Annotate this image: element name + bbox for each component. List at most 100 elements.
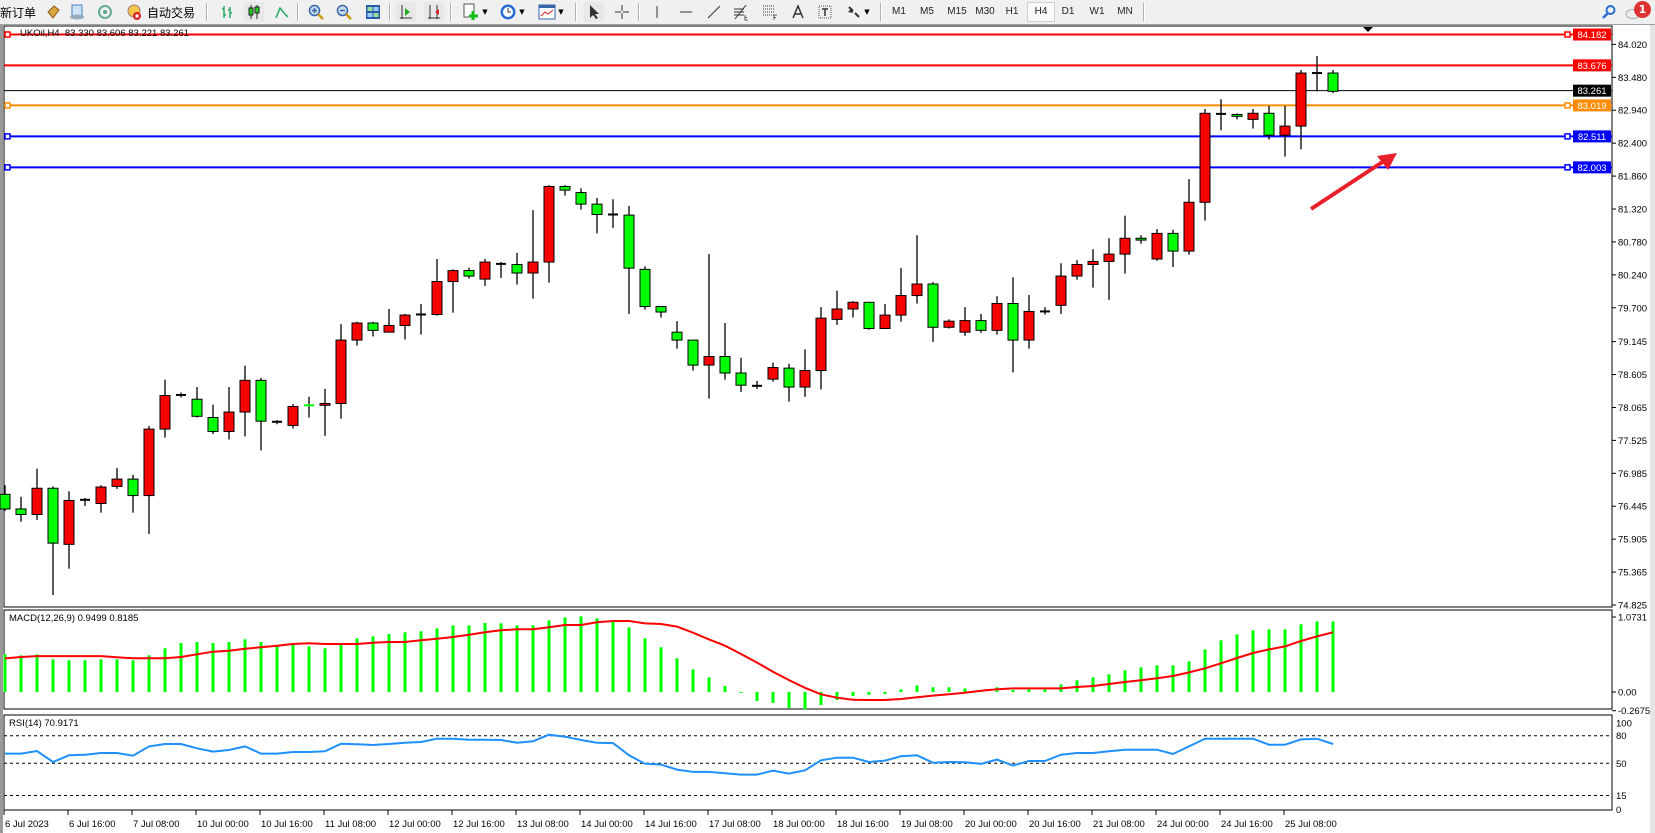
templates-icon[interactable]: ▼ [535,2,567,22]
macd-histogram-bar [611,621,615,692]
arrows-icon[interactable]: ▼ [843,2,873,22]
timeframe-m30[interactable]: M30 [975,6,995,17]
timeframe-mn[interactable]: MN [1117,6,1133,17]
timeframe-d1[interactable]: D1 [1061,6,1075,17]
candle [655,306,667,318]
macd-histogram-bar [35,654,39,692]
trendline-icon[interactable] [704,2,724,22]
candle-body [1135,237,1147,241]
time-axis-label: 25 Jul 08:00 [1285,819,1337,830]
price-axis-label: 80.240 [1618,270,1647,281]
candle-body [799,370,811,388]
price-axis-label: 75.905 [1618,535,1647,546]
candle [143,426,155,534]
signals-icon[interactable] [96,2,114,22]
new-order-button[interactable]: 新订单 [0,5,37,20]
macd-histogram-bar [835,692,839,700]
candle [511,252,523,285]
time-axis-label: 10 Jul 00:00 [197,819,249,830]
zoom-in-icon[interactable] [306,2,326,22]
timeframe-m5[interactable]: M5 [920,6,934,17]
macd-histogram-bar [131,660,135,692]
candle [176,392,186,398]
notification-badge[interactable]: 1 [1634,1,1651,18]
macd-histogram-bar [1267,629,1271,692]
macd-histogram-bar [643,638,647,692]
text-icon[interactable] [788,2,808,22]
horizontal-line-icon[interactable] [676,2,696,22]
macd-histogram-bar [499,623,503,692]
candle-body [63,499,75,545]
time-axis-label: 13 Jul 08:00 [517,819,569,830]
macd-histogram-bar [163,648,167,692]
candle [799,349,811,397]
candle-body [559,185,571,191]
macd-histogram-bar [1315,621,1319,692]
macd-histogram-bar [371,636,375,692]
candle-body [639,268,651,308]
candle-body [671,331,683,341]
candle [95,485,107,513]
candle [399,313,411,340]
candle-body [1295,72,1307,127]
timeframe-w1[interactable]: W1 [1089,6,1105,17]
candle [575,188,587,210]
candle [975,313,987,333]
candle-body [527,261,539,274]
macd-histogram-bar [1219,640,1223,692]
horizontal-levels [4,31,1612,171]
level-marker [4,164,11,171]
candle-body [1199,112,1211,203]
autoscroll-icon[interactable] [396,2,416,22]
tile-windows-icon[interactable] [363,2,383,22]
candle [80,497,90,506]
auto-trading-icon[interactable] [124,2,144,22]
candle-body [543,185,555,263]
candle-body [143,428,155,497]
time-axis-label: 14 Jul 16:00 [645,819,697,830]
candle-body [943,320,955,328]
toolbar-separator [450,3,452,21]
chart-shift-icon[interactable] [424,2,444,22]
rsi-axis-label: 0 [1616,805,1621,816]
timeframe-m1[interactable]: M1 [892,6,906,17]
candle [255,377,267,451]
fibo-fan-icon[interactable] [760,2,780,22]
bar-chart-icon[interactable] [217,2,237,22]
toolbar-separator [575,3,577,21]
candle [431,258,443,316]
fibonacci-icon[interactable] [731,2,751,22]
search-icon[interactable] [1600,2,1618,22]
market-watch-icon[interactable] [68,2,86,22]
candle [1007,277,1019,373]
indicators-icon[interactable]: ▼ [460,2,490,22]
price-axis-label: 78.065 [1618,403,1647,414]
zoom-out-icon[interactable] [334,2,354,22]
candle-body [879,314,891,330]
macd-histogram-bar [355,638,359,692]
candle-body [1247,112,1259,120]
new-order-icon[interactable] [44,2,62,22]
candle [1327,69,1339,94]
candle [304,396,314,418]
macd-histogram-bar [883,692,887,695]
text-label-icon[interactable] [815,2,835,22]
candle-body [783,367,795,388]
price-level-tag-text: 83.676 [1577,61,1606,72]
chart-shift-marker [1363,27,1373,32]
candle [959,307,971,336]
auto-trading-button[interactable]: 自动交易 [147,5,196,20]
candle-body [927,283,939,328]
line-chart-icon[interactable] [272,2,292,22]
time-axis-label: 18 Jul 16:00 [837,819,889,830]
periods-icon[interactable]: ▼ [497,2,527,22]
timeframe-m15[interactable]: M15 [947,6,967,17]
macd-histogram-bar [451,625,455,692]
cursor-icon[interactable] [584,2,604,22]
crosshair-icon[interactable] [612,2,632,22]
candlestick-icon[interactable] [244,2,264,22]
timeframe-h1[interactable]: H1 [1005,6,1019,17]
timeframe-h4[interactable]: H4 [1027,2,1055,22]
vertical-line-icon[interactable] [647,2,667,22]
